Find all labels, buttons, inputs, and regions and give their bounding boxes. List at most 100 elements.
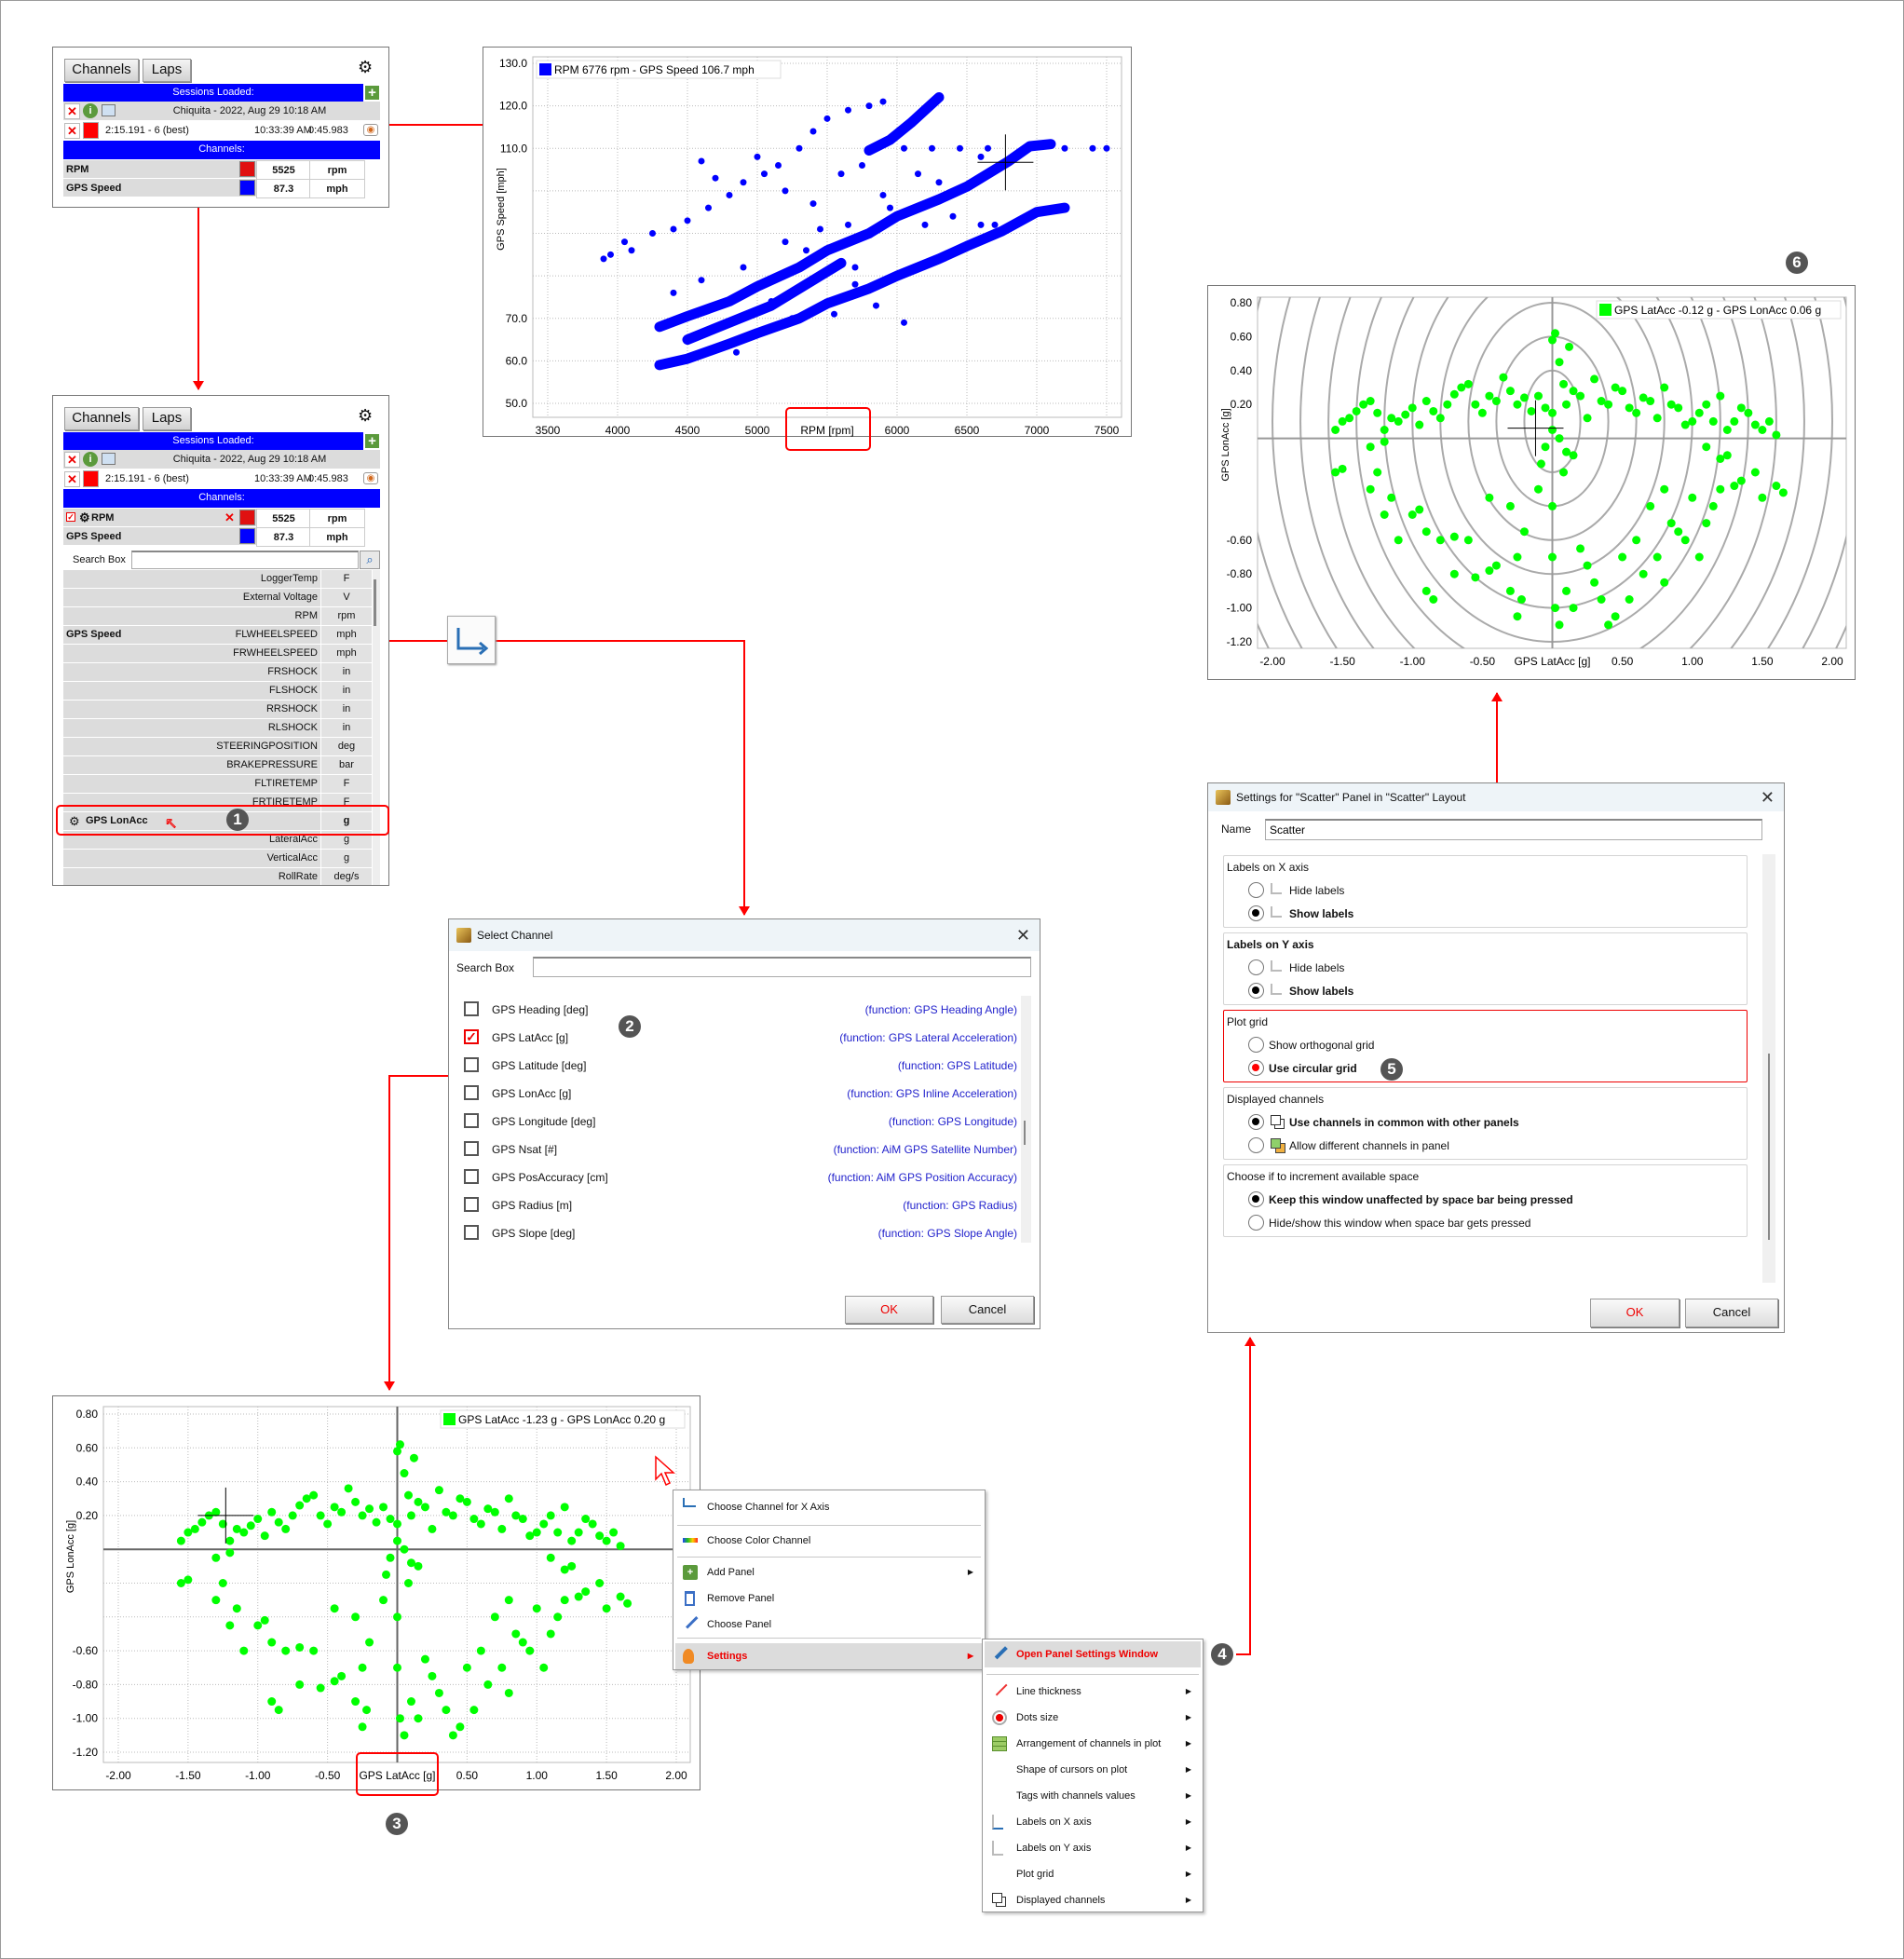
channel-option[interactable]: GPS Nsat [#] (function: AiM GPS Satellite… [458, 1136, 1017, 1163]
tab-channels[interactable]: Channels [64, 59, 139, 82]
gg-scatter-chart[interactable]: -2.00 -1.50 -1.00 -0.50 0.50 1.00 1.50 2.00 -1.2… [53, 1396, 701, 1791]
gear-icon[interactable]: ⚙ [79, 510, 90, 524]
close-icon[interactable]: ✕ [1760, 788, 1775, 807]
submenu-item-shape-of-cursors-on-plot[interactable]: Shape of cursors on plot ▶ [985, 1757, 1201, 1783]
channel-list-item[interactable]: FRWHEELSPEED mph [63, 645, 372, 663]
channel-list-item[interactable]: FRSHOCK in [63, 663, 372, 682]
channel-row[interactable]: GPS Speed 87.3 mph [63, 527, 365, 547]
channel-option[interactable]: GPS Slope [deg] (function: GPS Slope Angl… [458, 1219, 1017, 1243]
lap-color-swatch[interactable] [83, 470, 99, 487]
channel-list-item[interactable]: RRSHOCK in [63, 701, 372, 719]
channel-list-item[interactable]: FRTIRETEMP F [63, 794, 372, 812]
channel-list-item[interactable]: GPS Speed FLWHEELSPEED mph [63, 626, 372, 645]
radio-option[interactable]: Show orthogonal grid [1248, 1036, 1733, 1054]
session-file-icon[interactable] [102, 104, 116, 116]
submenu-item-tags-with-channels-values[interactable]: Tags with channels values ▶ [985, 1783, 1201, 1809]
channel-list-item[interactable]: ⚙ GPS LonAcc g [63, 812, 372, 831]
radio-option[interactable]: Show labels [1248, 905, 1733, 923]
gear-icon[interactable]: ⚙ [358, 58, 374, 76]
choose-x-axis-button[interactable] [447, 616, 496, 664]
radio-button[interactable] [1248, 1137, 1264, 1153]
radio-button[interactable] [1248, 1215, 1264, 1231]
channel-list-scrollbar[interactable] [373, 570, 380, 885]
channel-list-item[interactable]: RollRate deg/s [63, 868, 372, 885]
channel-list-item[interactable]: FLTIRETEMP F [63, 775, 372, 794]
channel-search-input[interactable] [533, 957, 1031, 977]
channel-color-swatch[interactable] [239, 180, 255, 196]
cancel-button[interactable]: Cancel [1685, 1299, 1778, 1327]
channel-option[interactable]: GPS LonAcc [g] (function: GPS Inline Acce… [458, 1080, 1017, 1108]
channel-color-swatch[interactable] [239, 528, 255, 544]
gear-icon[interactable]: ⚙ [358, 406, 374, 425]
radio-option[interactable]: Show labels [1248, 982, 1733, 1000]
checkbox[interactable] [464, 1085, 479, 1100]
channel-row[interactable]: RPM 5525 rpm [63, 160, 365, 180]
rpm-speed-scatter-chart[interactable]: 3500 4000 4500 5000 6000 6500 7000 7500 50.0 60.0… [483, 48, 1133, 438]
checkbox[interactable] [464, 1141, 479, 1156]
checkbox[interactable] [464, 1001, 479, 1016]
checkbox[interactable] [464, 1225, 479, 1240]
channel-option[interactable]: GPS PosAccuracy [cm] (function: AiM GPS P… [458, 1163, 1017, 1191]
menu-item-choose-color-channel[interactable]: Choose Color Channel [675, 1528, 983, 1554]
scrollbar-thumb[interactable] [1768, 1054, 1770, 1240]
ok-button[interactable]: OK [845, 1296, 933, 1324]
remove-lap-button[interactable]: ✕ [64, 471, 80, 487]
radio-option[interactable]: Hide labels [1248, 881, 1733, 900]
radio-button[interactable] [1248, 905, 1264, 921]
menu-item-choose-channel-for-x-axis[interactable]: Choose Channel for X Axis [675, 1494, 983, 1520]
channel-option[interactable]: GPS Radius [m] (function: GPS Radius) [458, 1191, 1017, 1219]
tab-channels[interactable]: Channels [64, 407, 139, 430]
channel-list-item[interactable]: RLSHOCK in [63, 719, 372, 738]
submenu-item-arrangement-of-channels-in-plot[interactable]: Arrangement of channels in plot ▶ [985, 1731, 1201, 1757]
channel-list-item[interactable]: External Voltage V [63, 589, 372, 607]
checkbox[interactable] [464, 1169, 479, 1184]
radio-option[interactable]: Keep this window unaffected by space bar… [1248, 1190, 1733, 1209]
add-session-button[interactable]: + [364, 433, 380, 449]
radio-option[interactable]: Hide/show this window when space bar get… [1248, 1214, 1733, 1232]
channel-list-item[interactable]: STEERINGPOSITION deg [63, 738, 372, 756]
channel-list-item[interactable]: FLSHOCK in [63, 682, 372, 701]
session-file-icon[interactable] [102, 453, 116, 465]
channel-row[interactable]: ✓ ⚙ ✕ RPM 5525 rpm [63, 509, 365, 528]
submenu-item-open-panel-settings-window[interactable]: Open Panel Settings Window [985, 1641, 1201, 1667]
eye-icon[interactable]: ◉ [363, 124, 378, 136]
ok-button[interactable]: OK [1590, 1299, 1680, 1327]
submenu-item-line-thickness[interactable]: Line thickness ▶ [985, 1679, 1201, 1705]
radio-button[interactable] [1248, 959, 1264, 975]
channel-option[interactable]: GPS Heading [deg] (function: GPS Heading … [458, 996, 1017, 1024]
radio-button[interactable] [1248, 1037, 1264, 1053]
channel-option[interactable]: ✓ GPS LatAcc [g] (function: GPS Lateral Ac… [458, 1024, 1017, 1052]
channel-list-item[interactable]: VerticalAcc g [63, 850, 372, 868]
checkbox[interactable] [464, 1113, 479, 1128]
radio-button[interactable] [1248, 882, 1264, 898]
radio-option[interactable]: Use channels in common with other panels [1248, 1113, 1733, 1132]
info-icon[interactable]: i [83, 452, 98, 467]
submenu-item-labels-on-x-axis[interactable]: Labels on X axis ▶ [985, 1809, 1201, 1835]
checkbox[interactable] [464, 1197, 479, 1212]
radio-option[interactable]: Allow different channels in panel [1248, 1136, 1733, 1155]
lap-color-swatch[interactable] [83, 122, 99, 139]
channel-option[interactable]: GPS Latitude [deg] (function: GPS Latitud… [458, 1052, 1017, 1080]
radio-button[interactable] [1248, 1114, 1264, 1130]
submenu-item-displayed-channels[interactable]: Displayed channels ▶ [985, 1887, 1201, 1913]
tab-laps[interactable]: Laps [143, 59, 191, 82]
submenu-item-plot-grid[interactable]: Plot grid ▶ [985, 1861, 1201, 1887]
channel-list-item[interactable]: BRAKEPRESSURE bar [63, 756, 372, 775]
radio-button[interactable] [1248, 983, 1264, 999]
info-icon[interactable]: i [83, 103, 98, 118]
list-scrollbar[interactable] [1021, 996, 1031, 1243]
panel-name-input[interactable] [1265, 819, 1762, 840]
circular-grid-scatter-chart[interactable]: -2.00 -1.50 -1.00 -0.50 0.50 1.00 1.50 2.00 -1.2… [1208, 286, 1856, 681]
radio-button[interactable] [1248, 1191, 1264, 1207]
channel-color-swatch[interactable] [239, 510, 255, 525]
channel-search-input[interactable] [131, 551, 359, 569]
add-session-button[interactable]: + [364, 85, 380, 101]
remove-session-button[interactable]: ✕ [64, 103, 80, 119]
channel-list-item[interactable]: RPM rpm [63, 607, 372, 626]
scrollbar-thumb[interactable] [1024, 1121, 1026, 1145]
checkbox[interactable]: ✓ [464, 1029, 479, 1044]
eye-icon[interactable]: ◉ [363, 472, 378, 484]
remove-session-button[interactable]: ✕ [64, 452, 80, 468]
tab-laps[interactable]: Laps [143, 407, 191, 430]
channel-option[interactable]: GPS Longitude [deg] (function: GPS Longit… [458, 1108, 1017, 1136]
